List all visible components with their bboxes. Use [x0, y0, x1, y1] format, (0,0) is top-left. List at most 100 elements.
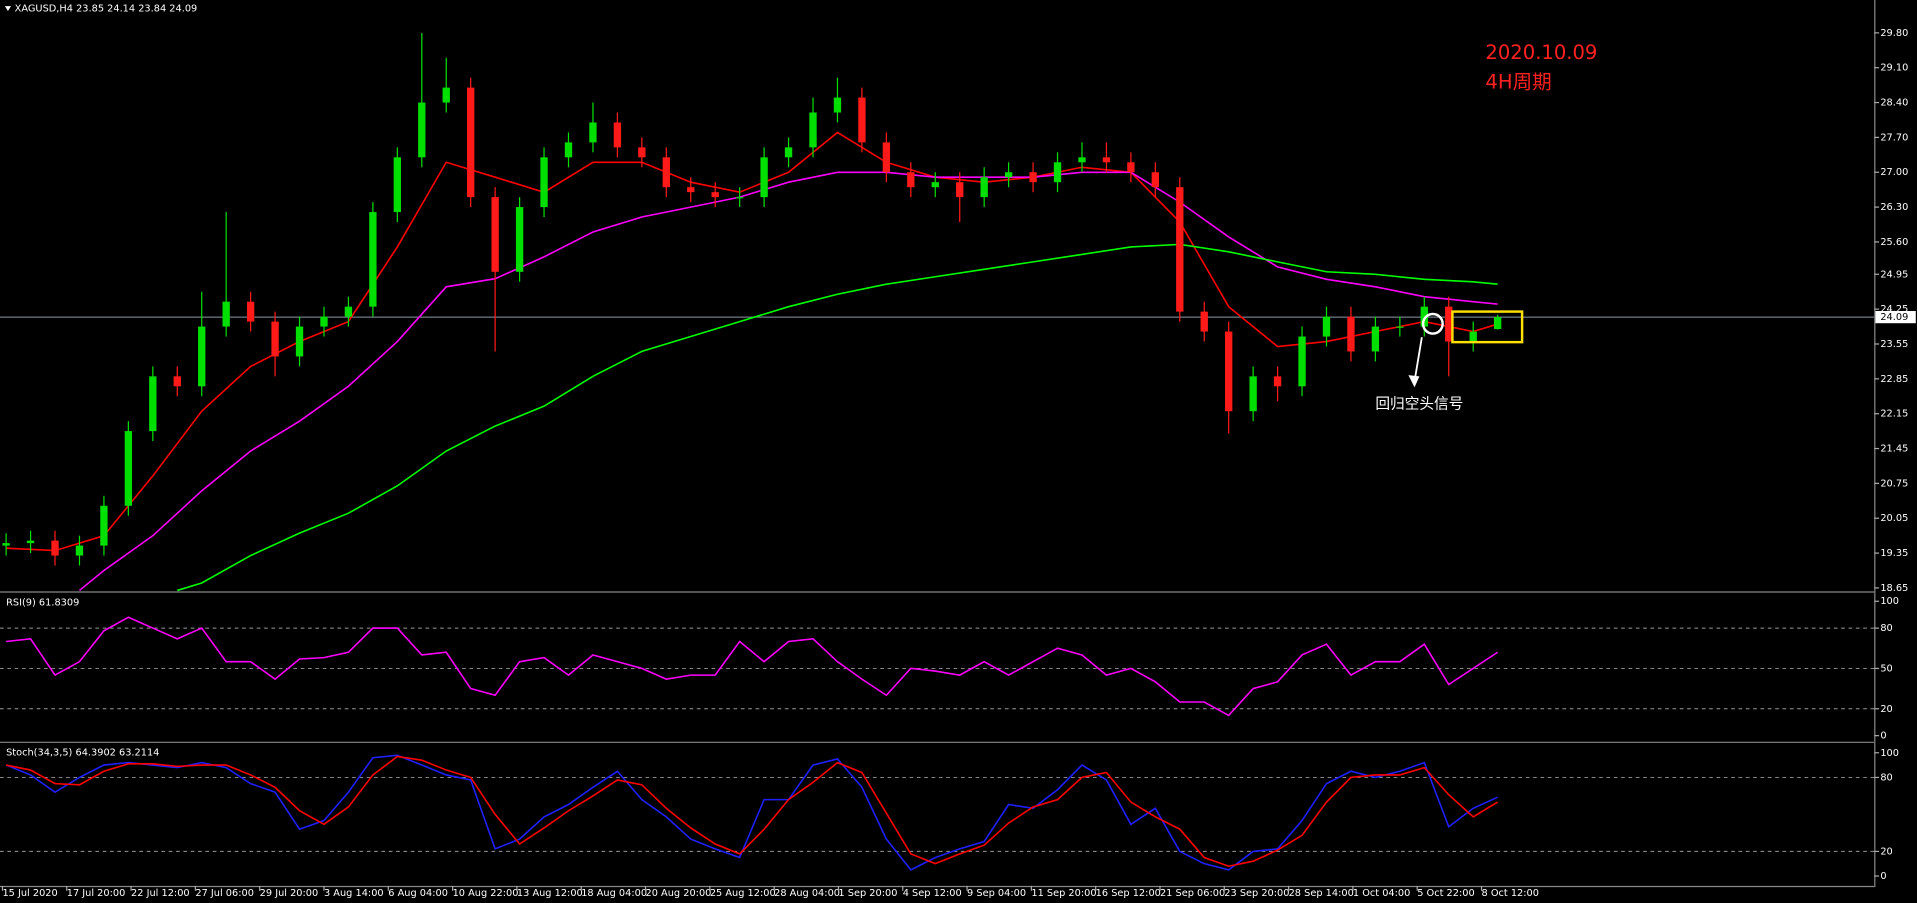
signal-arrowhead [1408, 375, 1420, 388]
candle-body [1273, 376, 1282, 387]
x-tick-label: 29 Jul 20:00 [260, 888, 319, 899]
symbol-arrow [4, 6, 12, 11]
x-tick-label: 28 Sep 14:00 [1289, 888, 1354, 899]
candle-body [320, 316, 328, 327]
y-tick-label: 27.00 [1880, 167, 1908, 178]
x-tick-label: 17 Jul 20:00 [67, 888, 126, 899]
candle-body [222, 301, 230, 327]
y-tick-label: 0 [1880, 731, 1886, 742]
candle-body [1004, 172, 1013, 178]
candle-body [1396, 326, 1404, 328]
stoch-line [5, 755, 1499, 868]
x-tick-label: 4 Sep 12:00 [903, 888, 962, 899]
candle-body [1127, 162, 1135, 173]
y-tick-label: 27.70 [1880, 132, 1908, 143]
candle-body [1225, 331, 1233, 412]
candle-body [687, 187, 695, 193]
x-tick-label: 20 Aug 20:00 [646, 888, 712, 899]
candle-body [540, 157, 548, 208]
x-tick-label: 3 Aug 14:00 [324, 888, 384, 899]
candle-body [369, 212, 377, 307]
x-tick-label: 6 Aug 04:00 [388, 888, 448, 899]
candle-body [149, 376, 157, 432]
rsi-line [6, 616, 1499, 717]
candle-body [198, 326, 206, 387]
candle-body [638, 147, 646, 158]
candle-body [1053, 162, 1062, 183]
annotation-date: 2020.10.09 [1485, 41, 1597, 64]
y-tick-label: 100 [1880, 596, 1899, 607]
x-tick-label: 16 Sep 12:00 [1096, 888, 1161, 899]
candle-body [613, 122, 622, 148]
stoch-line [5, 754, 1498, 871]
candle-body [1249, 376, 1257, 412]
y-tick-label: 20.05 [1880, 513, 1908, 524]
candle-body [491, 197, 499, 272]
candle-body [51, 540, 59, 556]
x-tick-label: 22 Jul 12:00 [131, 888, 190, 899]
y-tick-label: 23.55 [1880, 339, 1908, 350]
candle-body [26, 540, 35, 544]
candle-body [1445, 306, 1453, 342]
candle-body [858, 97, 866, 143]
candle-body [344, 306, 353, 317]
x-tick-label: 18 Aug 04:00 [581, 888, 647, 899]
x-tick-label: 11 Sep 20:00 [1031, 888, 1096, 899]
rsi-title: RSI(9) 61.8309 [6, 597, 79, 608]
candle-body [1176, 187, 1184, 312]
candle-body [1469, 331, 1477, 342]
y-tick-label: 26.30 [1880, 202, 1908, 213]
moving-average [78, 171, 1498, 592]
y-tick-label: 18.65 [1880, 583, 1908, 594]
y-tick-label: 25.60 [1880, 237, 1908, 248]
highlight-box [1451, 310, 1524, 344]
y-tick-label: 24.25 [1880, 304, 1908, 315]
y-tick-label: 20.75 [1880, 478, 1908, 489]
candle-body [393, 157, 402, 213]
y-tick-label: 22.15 [1880, 409, 1908, 420]
signal-circle [1421, 312, 1444, 335]
candle-body [1347, 316, 1355, 352]
x-tick-label: 21 Sep 06:00 [1160, 888, 1225, 899]
y-tick-label: 20 [1880, 704, 1892, 715]
candle-body [1029, 172, 1037, 183]
x-tick-label: 8 Oct 12:00 [1482, 888, 1539, 899]
candle-body [735, 197, 744, 199]
stoch-title: Stoch(34,3,5) 64.3902 63.2114 [6, 748, 159, 759]
candle-body [1493, 317, 1502, 330]
y-tick-label: 0 [1880, 871, 1886, 882]
y-tick-label: 29.10 [1880, 63, 1908, 74]
y-tick-label: 100 [1880, 748, 1899, 759]
candle-body [784, 147, 793, 158]
x-tick-label: 10 Aug 22:00 [453, 888, 519, 899]
price-label-box [1875, 311, 1916, 324]
y-tick-label: 29.80 [1880, 28, 1908, 39]
candle-body [1200, 311, 1208, 332]
candle-body [1151, 172, 1160, 188]
x-tick-label: 13 Aug 12:00 [517, 888, 583, 899]
candle-body [1298, 336, 1306, 387]
candle-body [1322, 316, 1331, 337]
annotation-period: 4H周期 [1485, 71, 1551, 94]
candle-body [515, 207, 524, 272]
y-tick-label: 80 [1880, 623, 1892, 634]
candle-body [295, 326, 304, 357]
candle-body [124, 431, 133, 506]
candle-body [75, 545, 84, 556]
candle-body [907, 172, 915, 188]
candle-body [956, 182, 964, 198]
candle-body [467, 87, 475, 198]
candle-body [833, 97, 842, 113]
candle-body [1371, 326, 1380, 352]
x-tick-label: 1 Sep 20:00 [838, 888, 897, 899]
candle-body [173, 376, 181, 387]
candle-body [662, 157, 670, 188]
x-tick-label: 27 Jul 06:00 [195, 888, 254, 899]
candle-body [809, 112, 817, 148]
candle-body [246, 301, 255, 322]
x-tick-label: 23 Sep 20:00 [1224, 888, 1289, 899]
y-tick-label: 24.95 [1880, 269, 1908, 280]
y-tick-label: 21.45 [1880, 444, 1908, 455]
chart-title: XAGUSD,H4 23.85 24.14 23.84 24.09 [15, 4, 198, 15]
